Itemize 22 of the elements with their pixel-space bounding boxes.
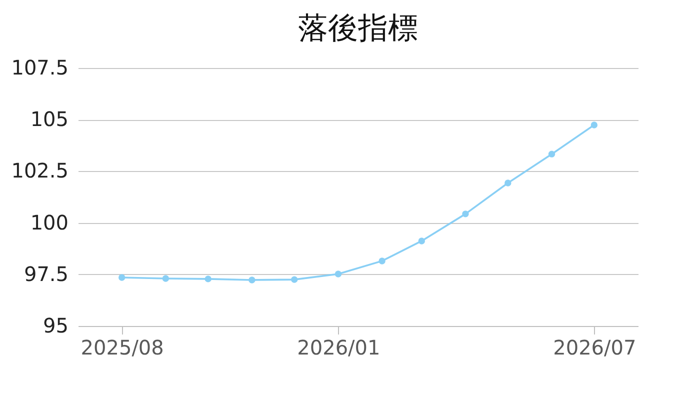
x-tick-label: 2025/08 [80,336,164,360]
point [548,150,556,158]
point [462,210,469,218]
point [590,122,598,128]
y-tick-label: 107.5 [11,56,68,80]
y-tick-label: 95 [43,314,68,338]
y-tick-label: 105 [30,107,68,132]
point [334,270,342,278]
x-tick-label: 2026/07 [553,336,636,360]
point [118,274,126,281]
point [204,276,212,282]
point [504,180,512,186]
x-tick-label: 2026/01 [297,336,380,360]
chart-title: 落後指標 [298,11,418,46]
point [418,238,425,244]
point [378,258,386,264]
point [248,276,256,284]
y-tick-label: 102.5 [11,158,68,183]
point [291,276,298,283]
y-tick-label: 97.5 [24,262,68,286]
y-tick-label: 100 [30,210,68,234]
point [162,275,170,282]
